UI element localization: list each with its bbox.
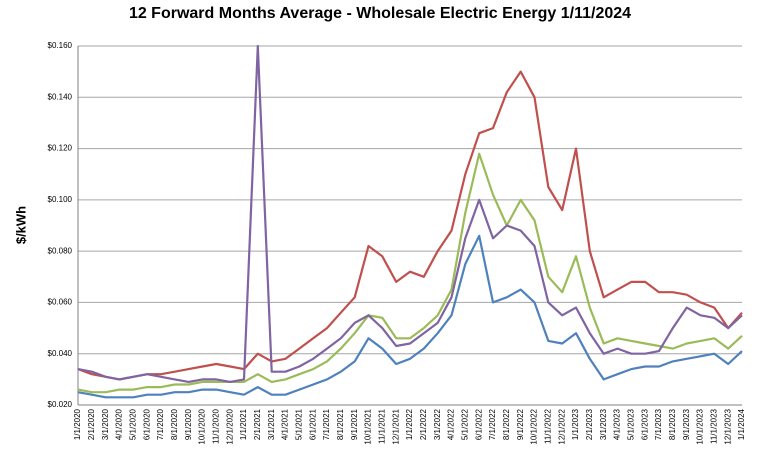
x-tick-label: 6/1/2022 xyxy=(474,408,483,440)
x-tick-label: 11/1/2020 xyxy=(211,408,220,444)
x-tick-label: 3/1/2021 xyxy=(267,408,276,440)
x-tick-label: 10/1/2021 xyxy=(364,408,373,444)
x-tick-label: 5/1/2021 xyxy=(294,408,303,440)
x-tick-label: 1/1/2021 xyxy=(239,408,248,440)
y-tick-label: $0.100 xyxy=(48,195,73,204)
x-tick-label: 4/1/2021 xyxy=(281,408,290,440)
x-tick-label: 12/1/2023 xyxy=(723,408,732,444)
y-axis-label: $/kWh xyxy=(13,206,28,244)
x-tick-label: 1/1/2024 xyxy=(737,408,746,440)
series-line xyxy=(77,44,743,383)
x-tick-label: 2/1/2023 xyxy=(585,408,594,440)
x-tick-label: 1/1/2023 xyxy=(571,408,580,440)
x-tick-label: 10/1/2020 xyxy=(198,408,207,444)
x-tick-label: 12/1/2021 xyxy=(391,408,400,444)
x-tick-label: 7/1/2023 xyxy=(654,408,663,440)
y-tick-label: $0.020 xyxy=(48,400,73,409)
y-tick-label: $0.160 xyxy=(48,41,73,50)
x-tick-label: 7/1/2021 xyxy=(322,408,331,440)
x-tick-label: 7/1/2020 xyxy=(156,408,165,440)
x-tick-label: 3/1/2023 xyxy=(599,408,608,440)
x-tick-label: 1/1/2022 xyxy=(405,408,414,440)
x-tick-label: 9/1/2021 xyxy=(350,408,359,440)
x-tick-label: 1/1/2020 xyxy=(73,408,82,440)
x-tick-label: 9/1/2023 xyxy=(682,408,691,440)
series-line xyxy=(77,70,743,381)
series-line xyxy=(77,234,743,399)
x-tick-label: 6/1/2021 xyxy=(308,408,317,440)
series-line xyxy=(77,152,743,394)
x-tick-label: 11/1/2021 xyxy=(377,408,386,444)
y-tick-label: $0.140 xyxy=(48,92,73,101)
x-tick-label: 9/1/2022 xyxy=(516,408,525,440)
x-tick-label: 12/1/2022 xyxy=(557,408,566,444)
x-tick-label: 6/1/2023 xyxy=(640,408,649,440)
y-tick-label: $0.080 xyxy=(48,246,73,255)
x-tick-label: 4/1/2023 xyxy=(613,408,622,440)
x-tick-label: 10/1/2023 xyxy=(696,408,705,444)
x-tick-label: 8/1/2023 xyxy=(668,408,677,440)
x-tick-label: 2/1/2020 xyxy=(87,408,96,440)
x-tick-label: 7/1/2022 xyxy=(488,408,497,440)
x-tick-label: 5/1/2020 xyxy=(128,408,137,440)
x-tick-label: 4/1/2022 xyxy=(447,408,456,440)
x-tick-label: 8/1/2021 xyxy=(336,408,345,440)
x-tick-label: 3/1/2022 xyxy=(433,408,442,440)
x-tick-label: 2/1/2021 xyxy=(253,408,262,440)
x-tick-label: 10/1/2022 xyxy=(530,408,539,444)
y-tick-label: $0.040 xyxy=(48,349,73,358)
x-tick-label: 5/1/2022 xyxy=(460,408,469,440)
x-tick-label: 8/1/2020 xyxy=(170,408,179,440)
x-tick-label: 3/1/2020 xyxy=(101,408,110,440)
x-tick-label: 9/1/2020 xyxy=(184,408,193,440)
x-tick-label: 4/1/2020 xyxy=(115,408,124,440)
x-tick-label: 12/1/2020 xyxy=(225,408,234,444)
chart-title: 12 Forward Months Average - Wholesale El… xyxy=(129,5,631,22)
x-tick-label: 6/1/2020 xyxy=(142,408,151,440)
x-tick-label: 11/1/2023 xyxy=(709,408,718,444)
x-tick-label: 5/1/2023 xyxy=(626,408,635,440)
y-tick-label: $0.120 xyxy=(48,144,73,153)
x-tick-label: 8/1/2022 xyxy=(502,408,511,440)
y-tick-label: $0.060 xyxy=(48,298,73,307)
x-tick-label: 11/1/2022 xyxy=(543,408,552,444)
x-tick-label: 2/1/2022 xyxy=(419,408,428,440)
